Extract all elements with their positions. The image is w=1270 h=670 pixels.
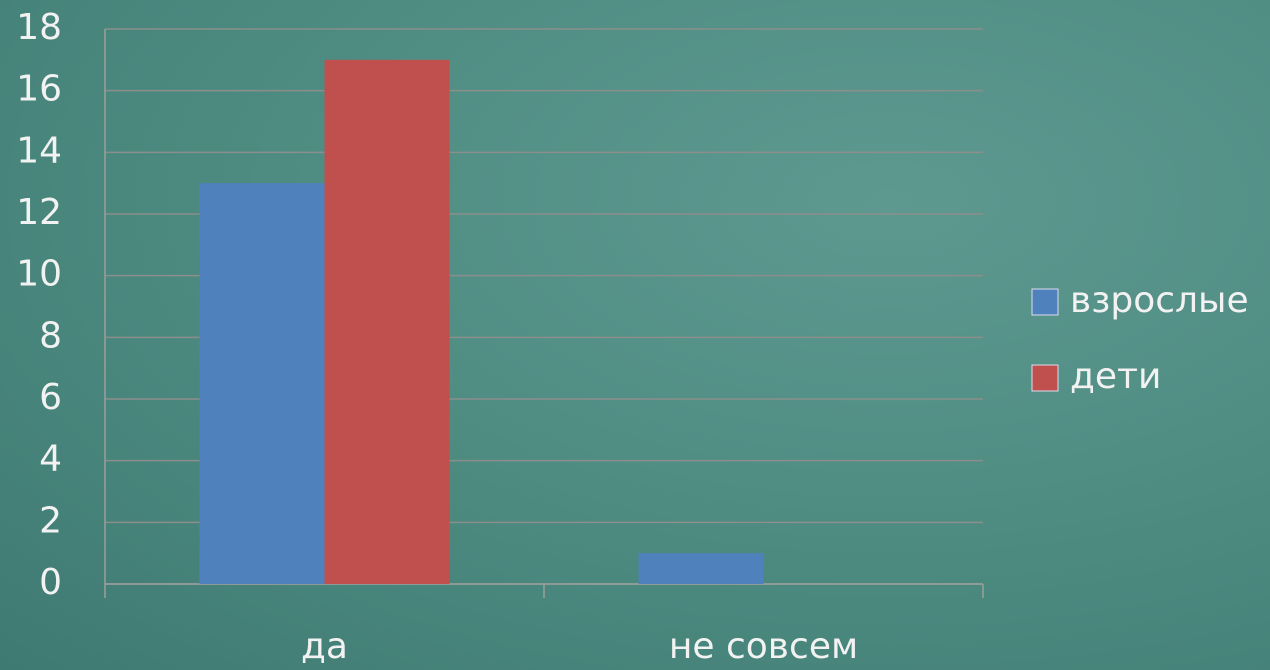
y-tick-label: 4	[39, 439, 62, 480]
y-tick-label: 14	[16, 130, 62, 171]
bar	[638, 553, 764, 584]
y-tick-label: 8	[39, 315, 62, 356]
y-tick-label: 0	[39, 562, 62, 603]
x-tick-label: да	[301, 626, 348, 667]
legend-label: дети	[1070, 356, 1161, 397]
y-tick-label: 12	[16, 192, 62, 233]
legend-label: взрослые	[1070, 280, 1249, 321]
y-tick-label: 2	[39, 500, 62, 541]
x-tick-label: не совсем	[669, 626, 858, 667]
bar	[324, 59, 450, 585]
y-tick-label: 10	[16, 254, 62, 295]
bar	[199, 183, 325, 584]
y-tick-label: 6	[39, 377, 62, 418]
y-tick-label: 18	[16, 7, 62, 48]
legend-swatch	[1031, 364, 1059, 392]
legend-swatch	[1031, 288, 1059, 316]
y-tick-label: 16	[16, 69, 62, 110]
